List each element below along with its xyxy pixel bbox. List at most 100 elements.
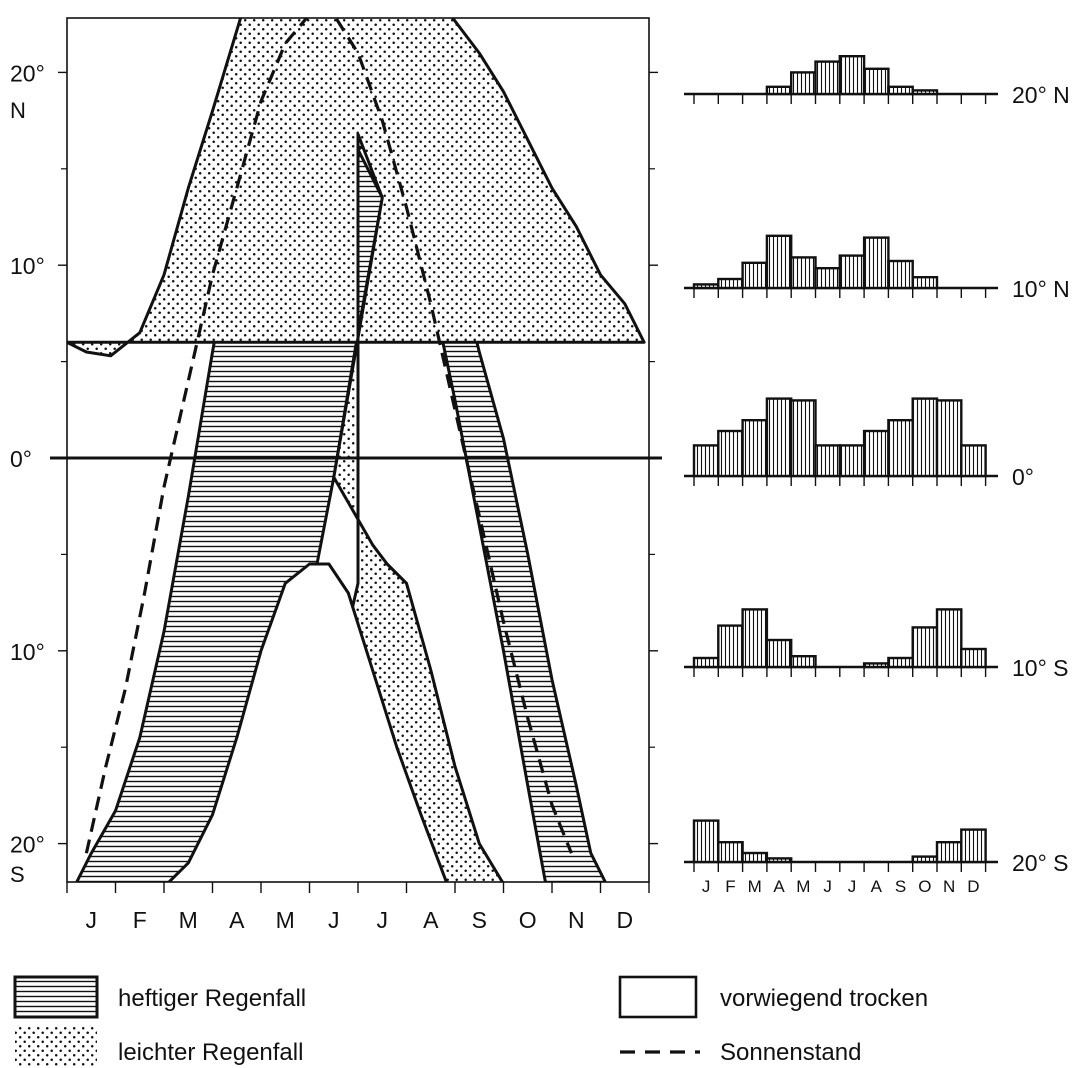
y-tick-label: 0°: [10, 446, 32, 472]
histogram-bar: [960, 828, 987, 864]
legend-label: vorwiegend trocken: [720, 985, 928, 1012]
x-tick-label: O: [519, 907, 537, 933]
x-tick-label: A: [423, 907, 439, 933]
histogram-bar: [911, 276, 939, 290]
histogram-bar: [692, 819, 720, 864]
legend: heftiger Regenfall leichter Regenfall vorw…: [13, 975, 928, 1067]
histogram-bar: [790, 256, 817, 290]
x-tick-label: D: [616, 907, 633, 933]
histogram-bar: [765, 397, 793, 478]
histogram-20-s: 20° S: [684, 819, 1069, 876]
histogram-label: 10° S: [1012, 655, 1069, 681]
y-tick-label: 10°: [10, 253, 45, 279]
histogram-bar: [935, 399, 963, 478]
sonnenstand-line: [84, 18, 573, 854]
histogram-bar: [887, 419, 914, 478]
histogram-bar: [887, 259, 914, 290]
histogram-bar: [862, 429, 890, 478]
x-tick-label: F: [133, 907, 147, 933]
histogram-bar: [862, 67, 890, 96]
histogram-bar: [790, 399, 817, 478]
histogram-bar: [692, 656, 720, 669]
histogram-bar: [741, 261, 769, 290]
histogram-bar: [838, 444, 866, 478]
legend-label: heftiger Regenfall: [118, 985, 306, 1012]
x-tick-label: M: [179, 907, 198, 933]
histogram-10-n: 10° N: [684, 234, 1070, 302]
histogram-bar: [911, 855, 939, 864]
histogram-month-label: M: [748, 877, 762, 896]
histogram-month-label: F: [725, 877, 735, 896]
x-tick-label: M: [276, 907, 295, 933]
x-tick-label: A: [229, 907, 245, 933]
histogram-label: 20° N: [1012, 82, 1070, 108]
histogram-bar: [790, 655, 817, 669]
histogram-bar: [935, 608, 963, 669]
histogram-bar: [741, 851, 769, 864]
legend-item-vorwiegend-trocken: vorwiegend trocken: [618, 975, 928, 1019]
histogram-label: 10° N: [1012, 276, 1070, 302]
histogram-bar: [741, 419, 769, 478]
histogram-month-label: J: [848, 877, 857, 896]
histogram-bar: [717, 277, 744, 290]
y-tick-label: 20°: [10, 60, 45, 86]
histogram-10-s: 10° S: [684, 608, 1069, 681]
legend-swatch-empty: [618, 975, 698, 1019]
legend-item-heftiger-regenfall: heftiger Regenfall: [13, 975, 306, 1019]
histogram-bar: [887, 85, 914, 96]
histogram-bar: [765, 638, 793, 669]
x-tick-label: N: [568, 907, 585, 933]
legend-swatch-dots: [15, 1027, 97, 1067]
histogram-bar: [692, 444, 720, 478]
south-label: S: [10, 862, 25, 887]
histogram-bar: [790, 71, 817, 96]
histogram-0: 0°: [684, 397, 1034, 490]
y-tick-label: 20°: [10, 832, 45, 858]
histogram-bar: [960, 647, 987, 669]
histogram-bar: [935, 841, 963, 864]
x-tick-label: J: [377, 907, 389, 933]
histogram-bar: [862, 662, 890, 669]
x-tick-label: J: [86, 907, 98, 933]
histogram-month-label: S: [895, 877, 906, 896]
region-vorwiegend-trocken: [166, 562, 449, 882]
histogram-label: 20° S: [1012, 850, 1069, 876]
histogram-20-n: 20° N: [684, 55, 1070, 108]
legend-swatch-hatch: [13, 975, 99, 1019]
histogram-month-label: A: [871, 877, 883, 896]
histogram-bar: [838, 55, 866, 96]
rainfall-zone-diagram: 20° 10° 0° 10° 20° J F M A M J J A S O N D N S: [10, 17, 662, 933]
histogram-month-label: A: [773, 877, 785, 896]
histogram-bar: [887, 656, 914, 669]
y-axis: 20° 10° 0° 10° 20°: [10, 60, 658, 858]
histogram-bar: [911, 397, 939, 478]
histogram-bar: [814, 60, 841, 96]
histogram-bar: [911, 89, 939, 96]
histogram-bar: [692, 283, 720, 290]
histogram-month-label: O: [918, 877, 931, 896]
y-tick-label: 10°: [10, 639, 45, 665]
histogram-month-label: N: [943, 877, 955, 896]
legend-item-sonnenstand: Sonnenstand: [620, 1039, 861, 1066]
histogram-bar: [717, 841, 744, 864]
histogram-bar: [814, 444, 841, 478]
histogram-month-label: J: [823, 877, 832, 896]
histogram-bar: [717, 624, 744, 669]
histogram-bar: [765, 234, 793, 290]
histogram-bar: [717, 429, 744, 478]
legend-label: leichter Regenfall: [118, 1039, 303, 1066]
station-histograms: 20° N10° N0°10° S20° SJ F M A M J J A S O N D: [684, 55, 1070, 896]
histogram-bar: [911, 626, 939, 669]
north-label: N: [10, 98, 26, 123]
histogram-bar: [814, 267, 841, 290]
histogram-month-label: J: [702, 877, 711, 896]
legend-label: Sonnenstand: [720, 1039, 861, 1066]
histogram-label: 0°: [1012, 464, 1034, 490]
histogram-bar: [765, 85, 793, 96]
legend-item-leichter-regenfall: leichter Regenfall: [15, 1027, 303, 1067]
x-tick-label: J: [328, 907, 340, 933]
histogram-bar: [960, 444, 987, 478]
x-tick-label: S: [472, 907, 487, 933]
